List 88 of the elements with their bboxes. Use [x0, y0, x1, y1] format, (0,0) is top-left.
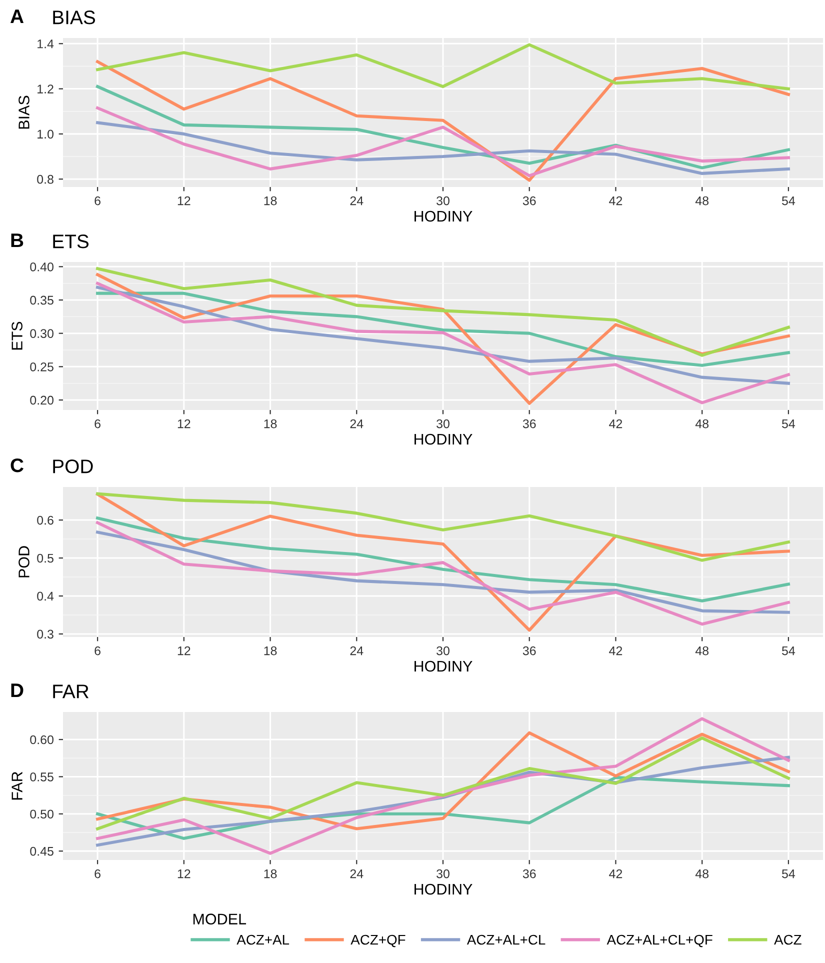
- y-tick-label: 0.20: [30, 396, 54, 405]
- x-tick-label: 42: [609, 419, 622, 428]
- line-series: [96, 492, 790, 562]
- line-series: [96, 121, 790, 175]
- x-tick-label: 36: [522, 419, 536, 428]
- x-tick-label: 24: [350, 646, 364, 656]
- y-tick-label: 0.40: [30, 262, 54, 272]
- y-axis-title: BIAS: [18, 96, 30, 129]
- x-axis-title: HODINY: [414, 884, 472, 895]
- y-tick-label: 0.4: [37, 592, 54, 601]
- legend-label: ACZ+AL+CL+QF: [606, 934, 712, 948]
- x-tick-label: 12: [178, 646, 190, 656]
- y-tick-label: 0.25: [30, 362, 54, 372]
- x-tick-label: 54: [782, 646, 796, 656]
- x-tick-label: 30: [436, 646, 450, 656]
- x-tick-label: 42: [609, 196, 622, 206]
- y-tick-label: 0.8: [37, 174, 54, 184]
- legend-label: ACZ+AL+CL: [466, 934, 546, 945]
- x-tick-label: 24: [350, 196, 364, 206]
- text: C: [10, 458, 24, 472]
- y-tick-label: 0.3: [37, 630, 54, 639]
- legend-label: ACZ+QF: [350, 934, 406, 948]
- x-tick-label: 30: [436, 869, 450, 878]
- text: B: [11, 234, 24, 248]
- x-tick-label: 24: [350, 869, 364, 878]
- x-tick-label: 54: [782, 419, 796, 428]
- legend-title: MODEL: [193, 914, 246, 924]
- y-tick-label: 0.50: [30, 810, 54, 819]
- line-series: [96, 717, 790, 855]
- y-axis-title: ETS: [12, 322, 22, 350]
- y-axis-title: FAR: [12, 772, 22, 800]
- line-series: [96, 106, 790, 178]
- x-tick-label: 48: [695, 869, 708, 878]
- x-tick-label: 36: [522, 869, 536, 878]
- x-axis-title: HODINY: [414, 434, 472, 445]
- x-tick-label: 6: [94, 419, 100, 428]
- chart-title: BIAS: [53, 10, 96, 24]
- x-tick-label: 36: [522, 196, 536, 206]
- x-tick-label: 18: [264, 869, 277, 878]
- y-tick-label: 1.0: [38, 130, 54, 139]
- legend-label: ACZ: [774, 934, 802, 945]
- y-tick-label: 1.4: [38, 40, 54, 48]
- y-tick-label: 0.55: [30, 772, 54, 782]
- x-tick-label: 18: [264, 196, 277, 206]
- x-tick-label: 54: [782, 869, 796, 878]
- line-series: [96, 521, 790, 626]
- line-series: [96, 43, 790, 90]
- line-series: [96, 530, 790, 614]
- x-tick-label: 12: [178, 869, 190, 878]
- chart-title: FAR: [53, 684, 89, 698]
- x-tick-label: 18: [264, 646, 277, 656]
- x-axis-title: HODINY: [414, 660, 472, 672]
- y-tick-label: 0.45: [30, 846, 54, 856]
- x-tick-label: 12: [178, 419, 190, 428]
- x-tick-label: 42: [609, 646, 622, 656]
- text: D: [11, 684, 24, 698]
- x-tick-label: 36: [522, 646, 536, 656]
- y-tick-label: 1.2: [38, 84, 54, 94]
- y-tick-label: 0.5: [37, 554, 54, 563]
- x-tick-label: 18: [264, 419, 277, 428]
- line-series: [96, 292, 790, 367]
- y-tick-label: 0.6: [37, 516, 54, 525]
- x-axis-title: HODINY: [414, 210, 472, 222]
- x-tick-label: 30: [436, 196, 450, 206]
- x-tick-label: 42: [609, 869, 622, 878]
- chart-title: POD: [53, 460, 93, 474]
- x-tick-label: 24: [350, 419, 364, 428]
- x-tick-label: 12: [178, 196, 190, 206]
- x-tick-label: 6: [94, 196, 100, 206]
- line-series: [96, 60, 790, 182]
- chart-title: ETS: [53, 234, 89, 248]
- x-tick-label: 54: [782, 196, 796, 206]
- x-tick-label: 30: [436, 419, 450, 428]
- x-tick-label: 48: [695, 419, 708, 428]
- text: A: [10, 10, 24, 24]
- line-series: [96, 286, 790, 385]
- line-series: [96, 267, 790, 357]
- legend-label: ACZ+AL: [236, 934, 290, 945]
- y-axis-title: POD: [18, 546, 30, 578]
- x-tick-label: 6: [94, 869, 100, 878]
- line-series: [96, 492, 790, 632]
- x-tick-label: 6: [94, 646, 100, 656]
- y-tick-label: 0.60: [30, 735, 54, 744]
- line-series: [96, 516, 790, 602]
- y-tick-label: 0.35: [30, 296, 54, 305]
- x-tick-label: 48: [695, 646, 708, 656]
- x-tick-label: 48: [695, 196, 708, 206]
- y-tick-label: 0.30: [30, 329, 54, 338]
